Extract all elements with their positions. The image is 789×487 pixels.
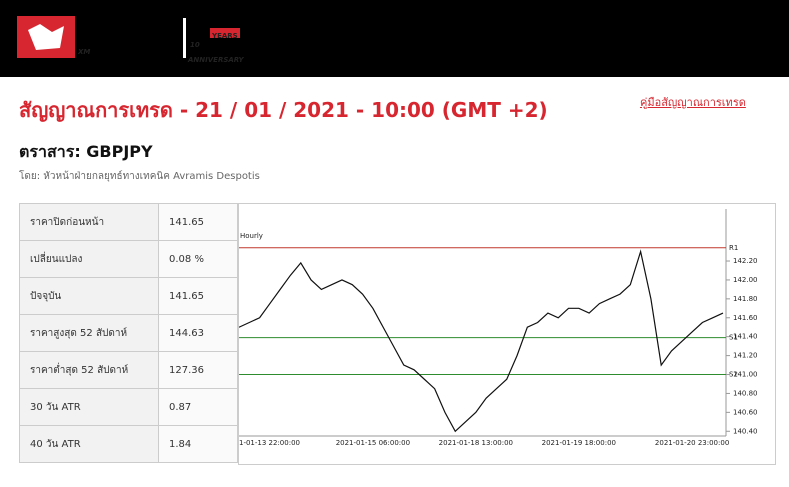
y-tick-label: 141.60 <box>733 314 758 322</box>
y-tick-label: 140.60 <box>733 408 758 416</box>
stat-label: ราคาปิดก่อนหน้า <box>19 203 159 241</box>
level-label: R1 <box>729 244 738 252</box>
anniversary-text: ANNIVERSARY <box>187 56 245 64</box>
y-tick-label: 140.40 <box>733 427 758 435</box>
stat-label: 30 วัน ATR <box>19 388 159 426</box>
stat-value: 141.65 <box>158 203 238 241</box>
y-tick-label: 141.20 <box>733 352 758 360</box>
table-row: ปัจจุบัน 141.65 <box>19 277 238 315</box>
logo[interactable]: XM 10 YEARS ANNIVERSARY <box>0 0 260 77</box>
years-box <box>210 28 240 38</box>
y-tick-label: 141.80 <box>733 295 758 303</box>
stat-value: 144.63 <box>158 314 238 352</box>
anniversary-years: YEARS <box>211 32 238 40</box>
anniversary-number: 10 <box>190 41 200 49</box>
x-tick-label: 2021-01-15 06:00:00 <box>336 439 410 447</box>
x-tick-label: 2021-01-19 18:00:00 <box>542 439 616 447</box>
y-tick-label: 140.80 <box>733 389 758 397</box>
page-title: สัญญาณการเทรด - 21 / 01 / 2021 - 10:00 (… <box>19 98 548 122</box>
table-row: 30 วัน ATR 0.87 <box>19 388 238 426</box>
table-row: 40 วัน ATR 1.84 <box>19 425 238 463</box>
stats-table: ราคาปิดก่อนหน้า 141.65 เปลี่ยนแปลง 0.08 % ปั… <box>19 203 238 463</box>
x-tick-label: 1-01-13 22:00:00 <box>239 439 300 447</box>
level-label: S1 <box>729 334 738 342</box>
chart-title: Hourly <box>240 232 263 240</box>
y-tick-label: 141.40 <box>733 333 758 341</box>
stat-label: ราคาสูงสุด 52 สัปดาห์ <box>19 314 159 352</box>
table-row: ราคาสูงสุด 52 สัปดาห์ 144.63 <box>19 314 238 352</box>
author: โดย: หัวหน้าฝ่ายกลยุทธ์ทางเทคนิค Avramis… <box>19 171 260 182</box>
instrument: ตราสาร: GBPJPY <box>19 142 153 161</box>
price-line <box>239 249 724 433</box>
guide-link[interactable]: คู่มือสัญญาณการเทรด <box>640 96 746 109</box>
x-tick-label: 2021-01-20 23:00:00 <box>655 439 729 447</box>
stat-label: ราคาต่ำสุด 52 สัปดาห์ <box>19 351 159 389</box>
logo-text: XM <box>77 48 90 56</box>
chart: Hourly 140.40 140.60 140.80 141.00 141.20 141… <box>238 203 776 465</box>
table-row: ราคาต่ำสุด 52 สัปดาห์ 127.36 <box>19 351 238 389</box>
stat-value: 0.87 <box>158 388 238 426</box>
stat-value: 0.08 % <box>158 240 238 278</box>
stat-value: 127.36 <box>158 351 238 389</box>
stat-value: 141.65 <box>158 277 238 315</box>
stat-label: เปลี่ยนแปลง <box>19 240 159 278</box>
x-tick-label: 2021-01-18 13:00:00 <box>439 439 513 447</box>
table-row: เปลี่ยนแปลง 0.08 % <box>19 240 238 278</box>
level-label: S2 <box>729 371 738 379</box>
y-tick-label: 142.00 <box>733 276 758 284</box>
y-tick-label: 142.20 <box>733 257 758 265</box>
stat-label: 40 วัน ATR <box>19 425 159 463</box>
table-row: ราคาปิดก่อนหน้า 141.65 <box>19 203 238 241</box>
stat-label: ปัจจุบัน <box>19 277 159 315</box>
stat-value: 1.84 <box>158 425 238 463</box>
divider <box>183 18 186 58</box>
logo-bull <box>28 24 64 50</box>
y-tick-label: 141.00 <box>733 371 758 379</box>
header: XM 10 YEARS ANNIVERSARY <box>0 0 789 77</box>
